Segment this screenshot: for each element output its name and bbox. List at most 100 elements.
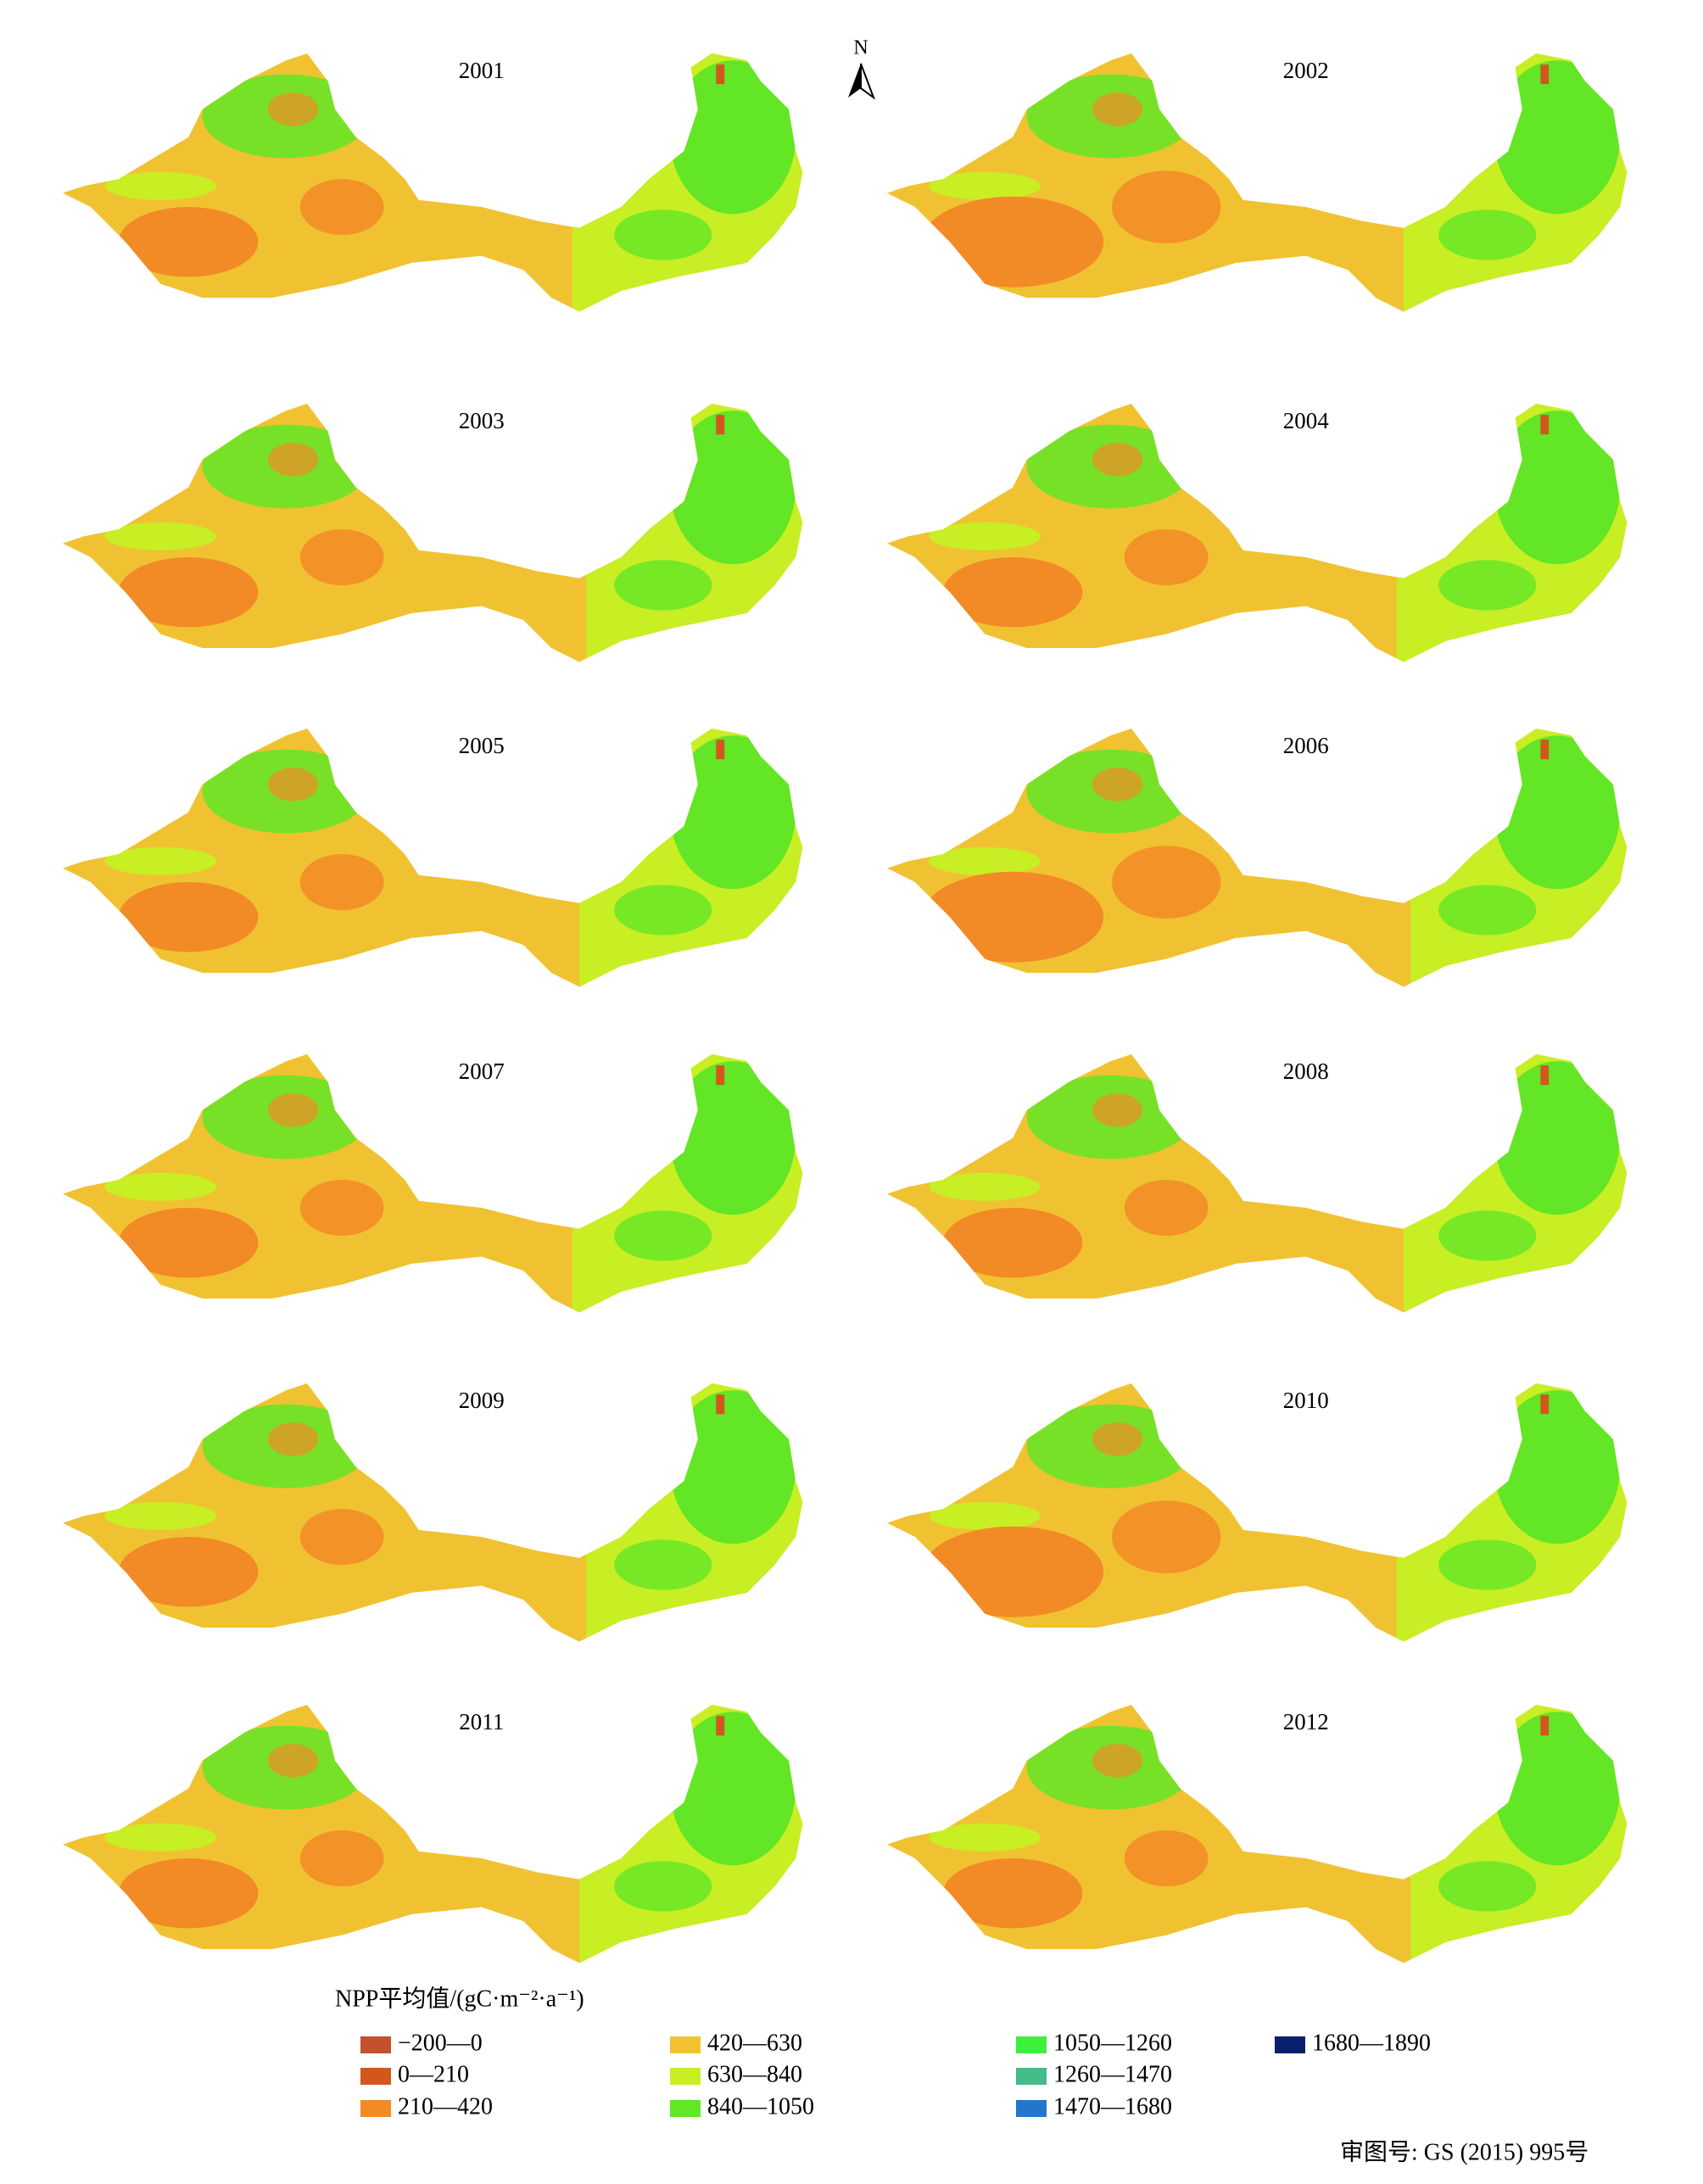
legend-swatch xyxy=(1016,2068,1047,2085)
legend-swatch xyxy=(1275,2036,1305,2053)
region-east-green xyxy=(1438,1539,1537,1590)
region-east-green xyxy=(1438,885,1537,936)
region-low xyxy=(1124,529,1209,585)
map-panel xyxy=(63,1705,803,1963)
region-lake xyxy=(716,64,725,85)
region-low xyxy=(299,1830,384,1886)
panel-year: 2011 xyxy=(459,1709,504,1734)
region-east-green xyxy=(1494,60,1621,215)
legend-label: 630—840 xyxy=(707,2061,802,2087)
legend-label: 840—1050 xyxy=(707,2093,814,2120)
panel-year: 2009 xyxy=(459,1388,505,1413)
region-low xyxy=(267,443,319,477)
map-fill xyxy=(887,1383,1628,1642)
region-lake xyxy=(716,740,725,760)
panel-year: 2008 xyxy=(1283,1058,1329,1084)
region-lake xyxy=(716,1394,725,1415)
region-low xyxy=(942,1858,1083,1929)
legend-label: 1050—1260 xyxy=(1053,2030,1172,2056)
panel-year: 2002 xyxy=(1283,58,1329,83)
map-fill xyxy=(63,53,803,312)
region-low xyxy=(299,529,384,585)
region-low xyxy=(267,768,319,802)
region-east-green xyxy=(614,885,712,936)
panel-year: 2004 xyxy=(1283,408,1330,433)
region-east-green xyxy=(614,209,712,260)
region-lake xyxy=(1540,415,1549,435)
region-east-green xyxy=(670,735,796,890)
region-low xyxy=(922,1526,1104,1617)
region-low xyxy=(1092,1422,1143,1456)
region-lake xyxy=(1540,1065,1549,1086)
north-arrow-right xyxy=(860,63,876,100)
region-low xyxy=(942,1208,1083,1278)
region-low xyxy=(267,1093,319,1127)
legend-label: 1680—1890 xyxy=(1312,2030,1431,2056)
region-low xyxy=(1112,846,1221,919)
legend-swatch xyxy=(360,2068,391,2085)
region-north-green xyxy=(929,1172,1041,1201)
region-low xyxy=(118,557,259,628)
region-east-green xyxy=(614,1861,712,1912)
region-low xyxy=(1092,92,1143,126)
legend-swatch xyxy=(360,2036,391,2053)
map-panel xyxy=(887,1705,1628,1963)
legend-swatch xyxy=(670,2100,701,2117)
panel-year: 2012 xyxy=(1283,1709,1329,1734)
north-arrow-left xyxy=(848,64,861,98)
region-east-green xyxy=(1438,209,1537,260)
legend-label: 1260—1470 xyxy=(1053,2061,1172,2087)
legend-title: NPP平均值/(gC·m⁻²·a⁻¹) xyxy=(335,1985,584,2012)
north-arrow: N xyxy=(848,37,876,100)
region-north-green xyxy=(104,1501,217,1530)
map-fill xyxy=(887,1705,1628,1963)
region-low xyxy=(299,854,384,910)
region-north-green xyxy=(104,522,217,550)
region-low xyxy=(299,1509,384,1565)
map-fill xyxy=(63,404,803,662)
map-panel xyxy=(63,1054,803,1313)
panel-year: 2007 xyxy=(459,1058,505,1084)
map-fill xyxy=(63,1705,803,1963)
map-panel xyxy=(887,404,1628,662)
map-fill xyxy=(887,53,1628,312)
region-low xyxy=(1092,443,1143,477)
region-east-green xyxy=(1494,1712,1621,1866)
region-lake xyxy=(1540,740,1549,760)
legend-swatch xyxy=(1016,2036,1047,2053)
region-north-green xyxy=(104,171,217,200)
legend-label: 420—630 xyxy=(707,2030,802,2056)
legend-label: 0—210 xyxy=(398,2061,469,2087)
legend-label: 210—420 xyxy=(398,2093,493,2120)
map-fill xyxy=(63,1054,803,1313)
map-panel xyxy=(887,1383,1628,1642)
map-fill xyxy=(887,1054,1628,1313)
region-low xyxy=(118,1858,259,1929)
region-low xyxy=(267,92,319,126)
region-lake xyxy=(716,1716,725,1736)
map-fill xyxy=(887,729,1628,987)
region-lake xyxy=(716,1065,725,1086)
region-east-green xyxy=(1494,735,1621,890)
region-north-green xyxy=(929,846,1041,875)
region-north-green xyxy=(104,1823,217,1852)
region-north-green xyxy=(104,846,217,875)
map-fill xyxy=(63,1383,803,1642)
panel-year: 2003 xyxy=(459,408,505,433)
region-east-green xyxy=(1438,560,1537,611)
region-low xyxy=(267,1422,319,1456)
region-north-green xyxy=(104,1172,217,1201)
region-low xyxy=(1092,1093,1143,1127)
region-lake xyxy=(1540,1394,1549,1415)
region-low xyxy=(1124,1180,1209,1236)
map-fill xyxy=(887,404,1628,662)
map-panel xyxy=(63,1383,803,1642)
region-east-green xyxy=(1494,1390,1621,1544)
region-east-green xyxy=(614,1539,712,1590)
region-north-green xyxy=(929,522,1041,550)
region-low xyxy=(299,1180,384,1236)
map-fill xyxy=(63,729,803,987)
legend-label: 1470—1680 xyxy=(1053,2093,1172,2120)
region-north-green xyxy=(929,1501,1041,1530)
